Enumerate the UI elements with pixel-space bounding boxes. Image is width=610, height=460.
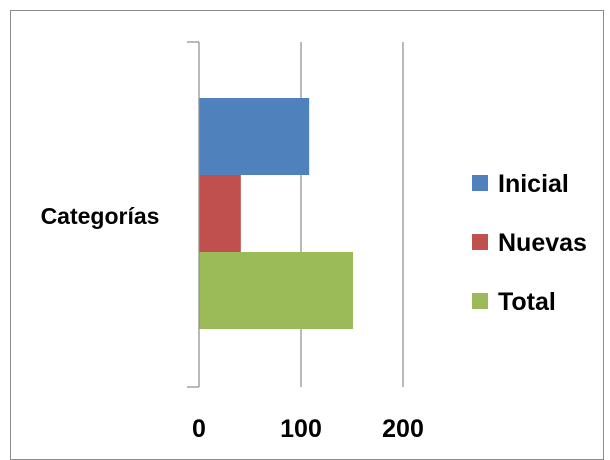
bar-nuevas	[199, 175, 241, 252]
gridlines	[300, 42, 404, 387]
legend-label-total: Total	[498, 288, 556, 316]
legend-swatch-inicial	[472, 175, 488, 191]
chart-frame	[10, 10, 604, 460]
x-tick-label-200: 200	[382, 415, 424, 443]
bar-total	[199, 252, 354, 329]
legend-label-inicial: Inicial	[498, 170, 569, 198]
x-tick-labels: 0 100 200	[192, 415, 424, 443]
legend-swatch-nuevas	[472, 234, 488, 250]
axes	[187, 41, 200, 388]
legend: Inicial Nuevas Total	[472, 170, 587, 316]
bars	[199, 98, 354, 329]
legend-label-nuevas: Nuevas	[498, 229, 587, 257]
bar-inicial	[199, 98, 310, 175]
category-label: Categorías	[41, 203, 160, 229]
legend-swatch-total	[472, 293, 488, 309]
x-tick-label-0: 0	[192, 415, 206, 443]
legend-item-inicial: Inicial	[472, 170, 569, 198]
legend-item-total: Total	[472, 288, 556, 316]
x-tick-label-100: 100	[280, 415, 322, 443]
legend-item-nuevas: Nuevas	[472, 229, 587, 257]
